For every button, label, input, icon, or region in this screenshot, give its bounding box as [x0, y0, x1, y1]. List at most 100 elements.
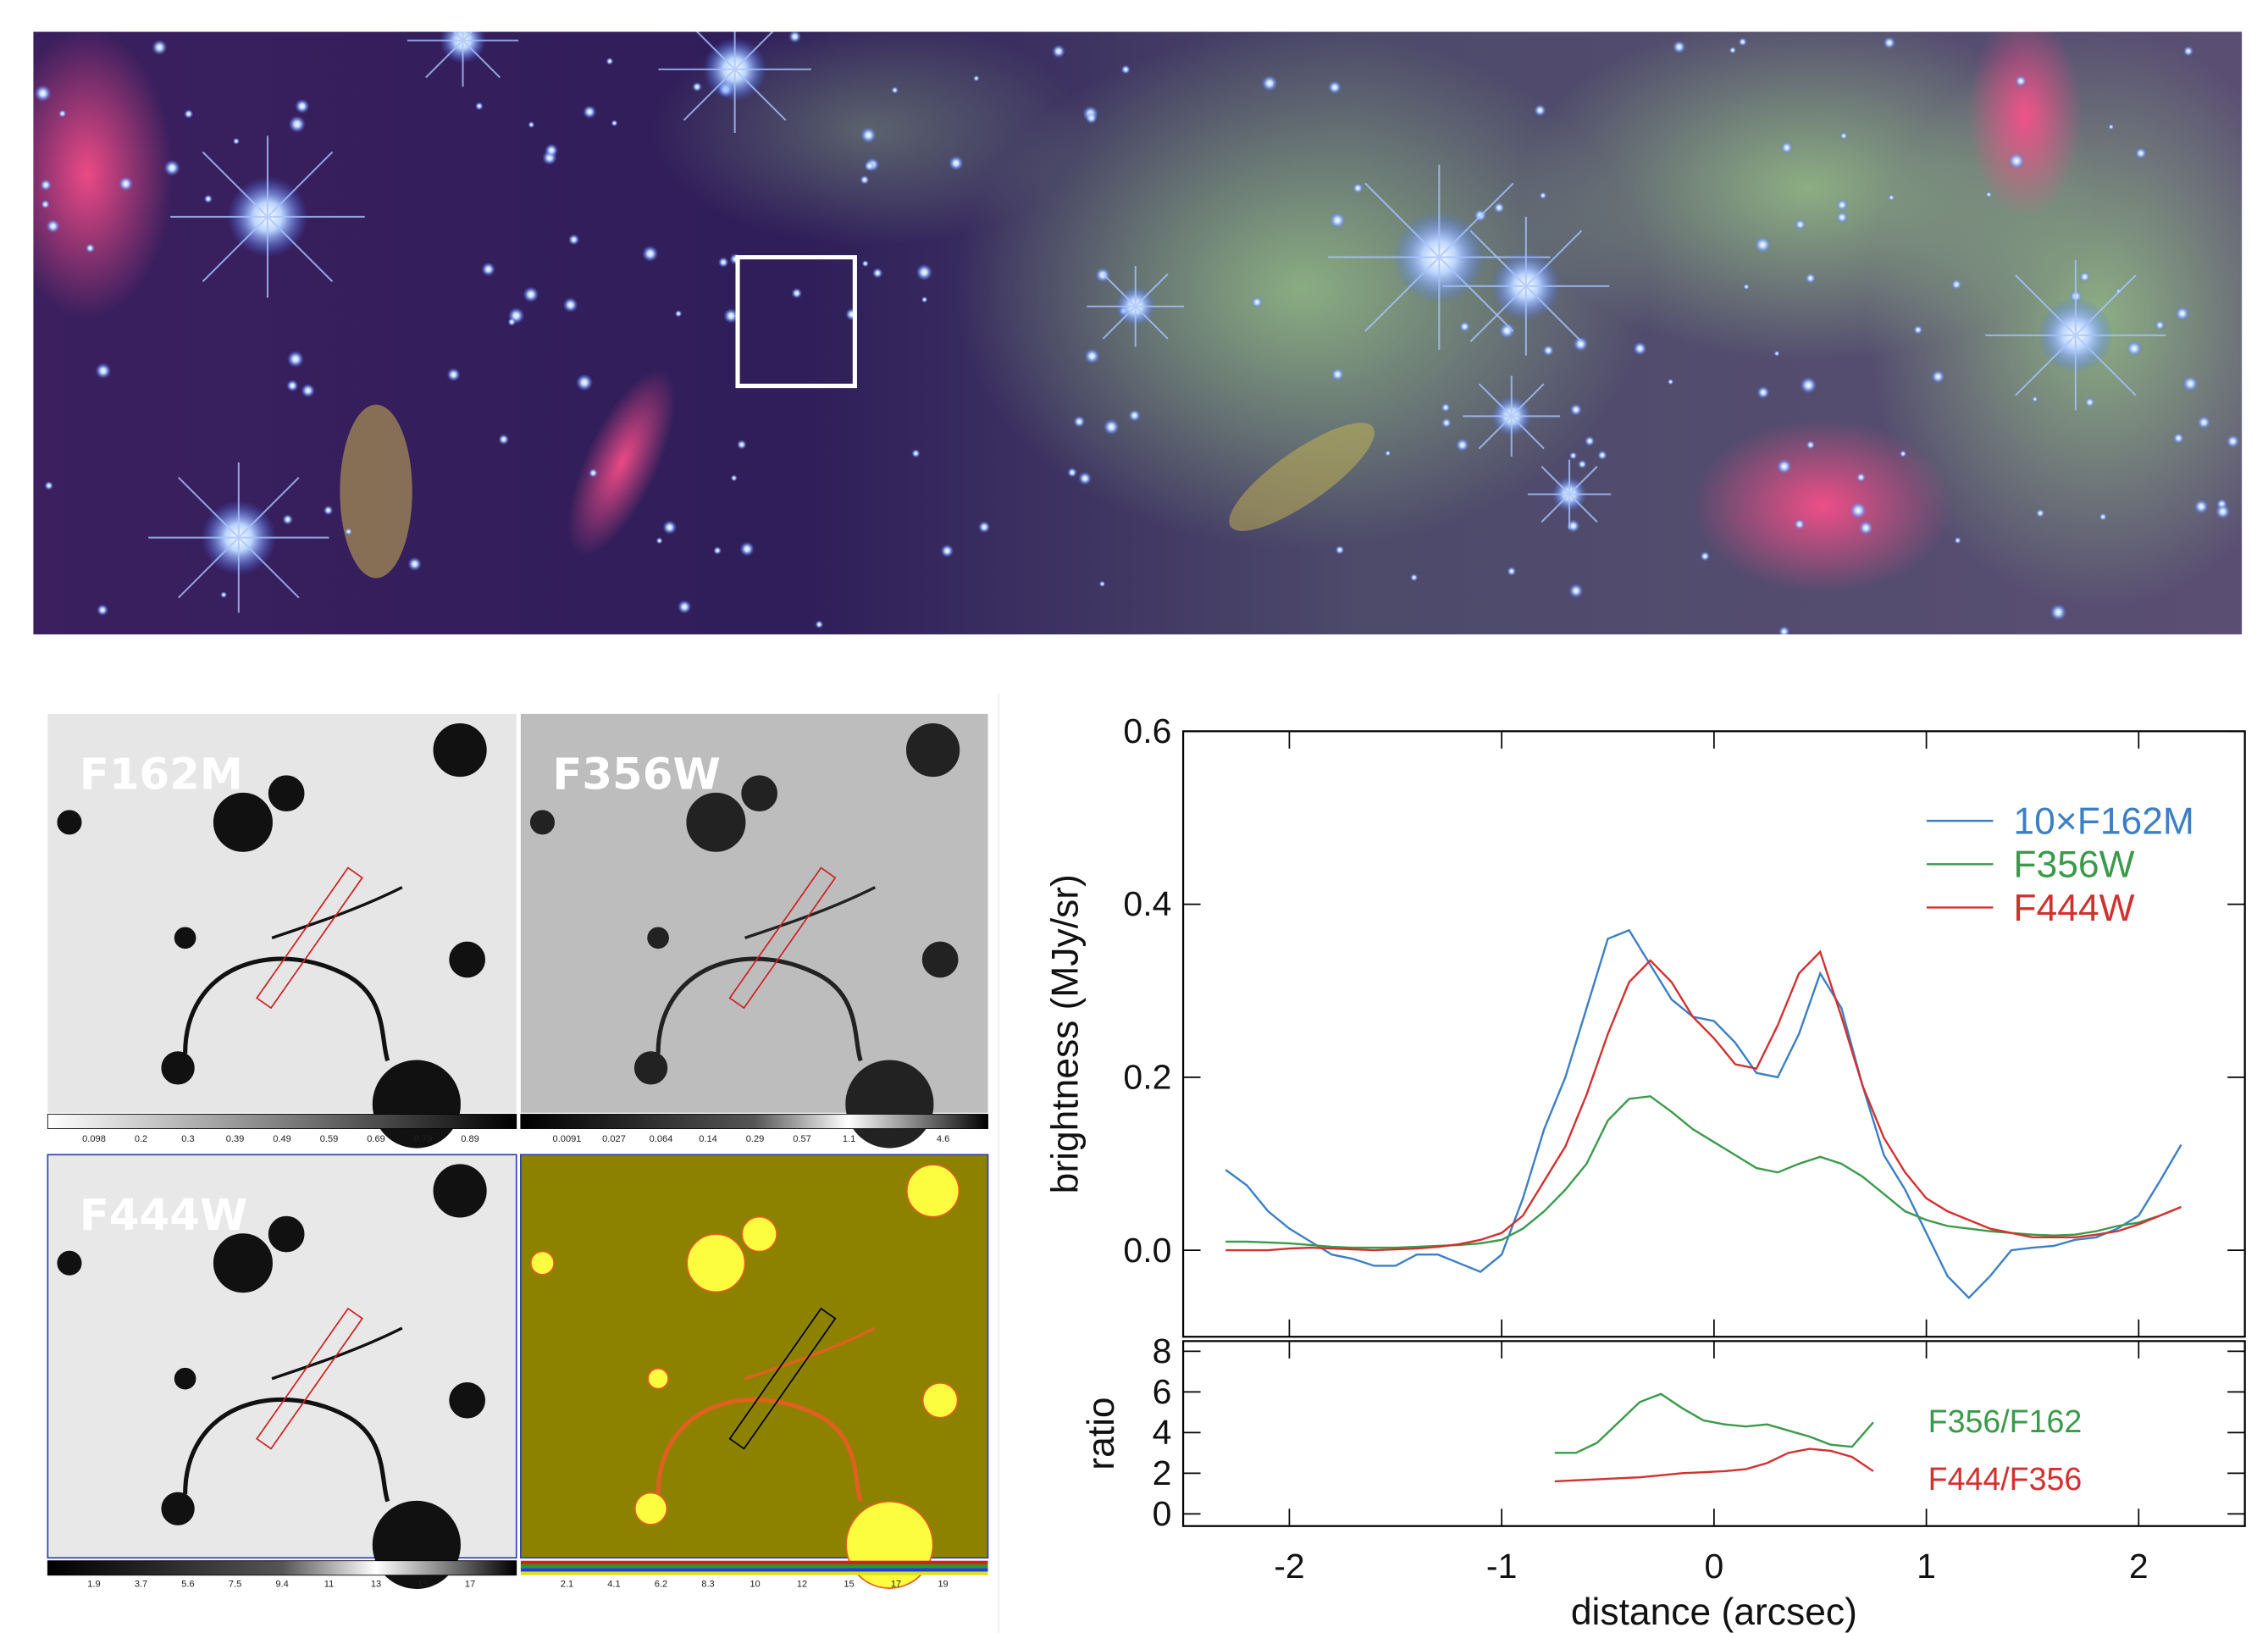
data-line [1225, 1096, 2181, 1248]
star [1856, 473, 1866, 482]
plot-frame [1183, 1341, 2245, 1525]
star [1086, 112, 1098, 124]
star [1121, 64, 1131, 74]
legend-label: 10×F162M [2013, 800, 2193, 842]
star [286, 379, 298, 391]
star [2215, 504, 2231, 519]
star [973, 75, 979, 81]
star [289, 115, 306, 132]
colorbar-label: 11 [324, 1579, 335, 1589]
colorbar-label: 10 [750, 1579, 760, 1589]
star [1534, 104, 1546, 117]
colorbar-label: 5.6 [181, 1579, 194, 1589]
star [2099, 512, 2106, 520]
star [2182, 376, 2199, 392]
star [2084, 397, 2094, 407]
star [1850, 501, 1867, 518]
star [2032, 396, 2038, 402]
colorbar-label: 4.6 [937, 1134, 949, 1144]
colorbar-label: 0.29 [746, 1134, 765, 1144]
star [282, 514, 293, 525]
y-tick-label: 2 [1153, 1453, 1172, 1492]
star [2175, 307, 2189, 321]
star [2155, 320, 2165, 330]
colorbar-label: 0.79 [414, 1134, 433, 1144]
x-tick-label: 2 [2129, 1547, 2149, 1586]
colorbar-label: 17 [891, 1579, 901, 1589]
star [2079, 271, 2090, 282]
star [872, 268, 883, 279]
colorbar-label: 0.59 [320, 1134, 339, 1144]
star [2008, 152, 2025, 169]
star [2193, 499, 2208, 513]
colorbar-label: 0.57 [793, 1134, 811, 1144]
x-tick-label: -2 [1274, 1547, 1304, 1586]
star [41, 200, 50, 209]
data-line [1555, 1449, 1873, 1481]
star [1570, 403, 1583, 416]
star [40, 179, 52, 191]
star [287, 351, 304, 368]
star [1540, 191, 1547, 199]
colorbar [521, 1114, 988, 1128]
star [1459, 321, 1470, 332]
star [949, 156, 964, 171]
colorbar-label: 0.064 [650, 1134, 673, 1144]
star [1078, 472, 1092, 485]
star [1954, 537, 1961, 544]
star [1778, 626, 1790, 638]
star [1700, 551, 1710, 562]
star [345, 528, 352, 535]
y-tick-label: 4 [1153, 1413, 1172, 1452]
composite-image [0, 0, 2268, 638]
colorbar [521, 1561, 988, 1564]
star [611, 119, 617, 126]
star [184, 109, 193, 119]
star [1569, 451, 1578, 460]
star [1385, 451, 1391, 457]
star [1084, 348, 1099, 363]
star [233, 138, 240, 145]
star [1951, 280, 1962, 291]
star [576, 374, 593, 391]
star [1573, 336, 1588, 352]
page: {"panels":[ {"label":"F162M","colorbar":… [0, 0, 2268, 1633]
colorbar-label: 3.7 [135, 1579, 147, 1589]
image-panel: F162M0.0980.20.30.390.490.590.690.790.89 [47, 714, 516, 1148]
star [1900, 451, 1906, 457]
panel-label: F444W [80, 1190, 247, 1241]
colorbar-label: 0.0091 [553, 1134, 582, 1144]
colorbar [521, 1571, 988, 1575]
star [46, 219, 60, 233]
star [1585, 436, 1595, 446]
star [1800, 377, 1817, 394]
star [1986, 191, 1992, 197]
star [1805, 273, 1816, 284]
star [1073, 416, 1085, 428]
star [2183, 46, 2194, 56]
data-line [1225, 930, 2181, 1298]
star [2173, 433, 2184, 444]
star [1888, 194, 1895, 201]
y-tick-label: 0.0 [1123, 1231, 1171, 1270]
star [1633, 341, 1646, 355]
x-tick-label: 1 [1917, 1547, 1936, 1586]
colorbar-label: 0.2 [135, 1134, 147, 1144]
colorbar [47, 1561, 516, 1575]
star [1542, 345, 1554, 357]
star [152, 40, 167, 55]
star [589, 468, 598, 478]
star [1840, 132, 1848, 140]
colorbar-label: 15 [418, 1579, 428, 1589]
colorbar-label: 2.3 [889, 1134, 902, 1144]
colorbar-label: 0.49 [273, 1134, 291, 1144]
colorbar-label: 0.027 [602, 1134, 626, 1144]
star [1578, 460, 1587, 469]
star [1913, 325, 1922, 335]
star [163, 160, 180, 176]
colorbar-label: 0.14 [699, 1134, 717, 1144]
star [1774, 351, 1780, 357]
colorbar-label: 0.69 [367, 1134, 385, 1144]
star [739, 541, 754, 556]
